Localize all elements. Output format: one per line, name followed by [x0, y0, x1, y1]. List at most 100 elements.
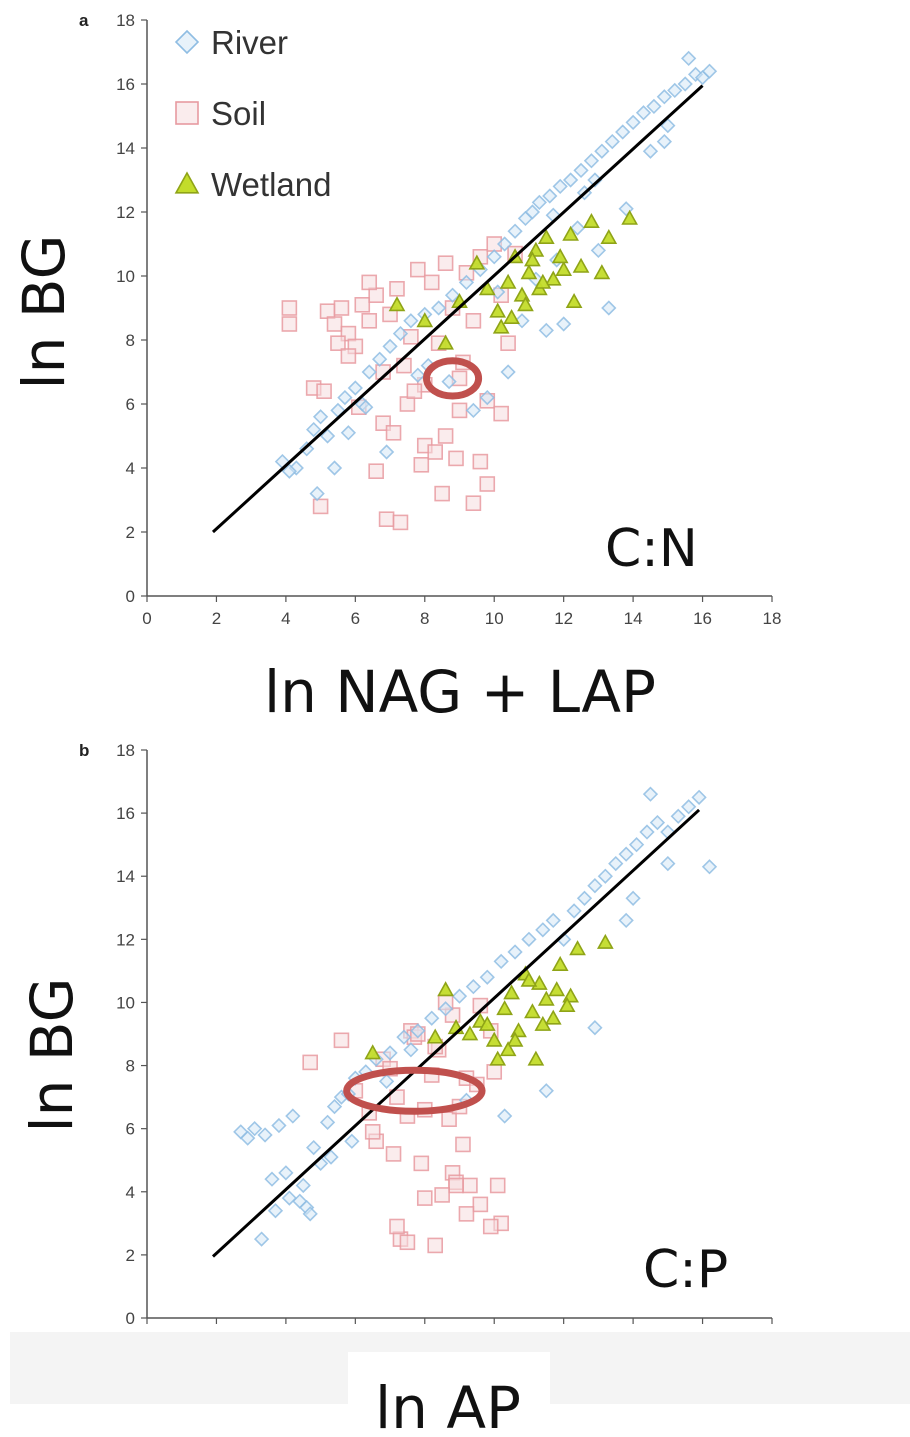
panel-a-soil-point [465, 312, 482, 329]
legend: River Soil Wetland [150, 8, 355, 233]
panel-a-soil-point [281, 300, 298, 316]
panel-b-river-point [479, 969, 495, 985]
panel-b-highlight [343, 1066, 486, 1115]
panel-b-river-point [403, 1042, 419, 1058]
panel-a-river-point [542, 188, 558, 204]
panel-b-river-point [608, 855, 624, 872]
panel-a-wetland-point [600, 228, 618, 244]
panel-a-river-point [667, 82, 683, 99]
panel-a-river-point [403, 313, 419, 329]
panel-a-letter: a [79, 11, 89, 30]
panel-a-x-tick-label: 4 [281, 609, 290, 628]
panel-a-river-point [500, 364, 516, 380]
panel-a-highlight [423, 357, 483, 400]
panel-a-x-tick-label: 14 [624, 609, 643, 628]
panel-a-river-point [601, 300, 617, 316]
panel-a-soil-point [448, 450, 464, 467]
panel-b-river-point [396, 1029, 412, 1045]
panel-a-points [274, 50, 718, 531]
legend-soil-marker [175, 101, 199, 125]
panel-a-soil-point [465, 495, 482, 512]
panel-a-x-axis-label: ln NAG + LAP [264, 658, 656, 726]
panel-a-soil-point [413, 456, 430, 473]
panel-b-river-point [271, 1117, 287, 1134]
panel-b-river-point [649, 814, 666, 831]
panel-a-soil-point [437, 428, 454, 444]
panel-a-soil-point [399, 396, 416, 412]
panel-b-river-point [253, 1231, 270, 1247]
panel-a-river-point [552, 178, 568, 195]
panel-b-river-point [538, 1083, 554, 1099]
panel-a-river-point [281, 463, 297, 479]
panel-b-soil-point [458, 1206, 475, 1222]
panel-a-wetland-point [524, 251, 541, 267]
panel-b-river-point [240, 1130, 256, 1146]
panel-a-soil-point [319, 303, 336, 320]
panel-b-letter: b [79, 741, 89, 760]
panel-a-river-point [594, 143, 610, 159]
panel-a-river-point [410, 367, 426, 383]
panel-a-soil-point [340, 348, 357, 364]
chart-panel-a: a 0 2 4 6 8 10 12 14 16 18 0 2 4 6 8 10 12 14 16 18 River So… [10, 8, 781, 726]
panel-a-y-tick-label: 4 [126, 459, 135, 478]
panel-a-x-tick-label: 6 [351, 609, 360, 628]
panel-a-y-axis-label: ln BG [10, 234, 78, 389]
panel-a-soil-point [361, 312, 378, 329]
panel-b-river-point [493, 953, 509, 970]
panel-a-river-point [458, 274, 475, 291]
panel-a-river-point [361, 364, 377, 380]
panel-a-river-point [392, 325, 409, 342]
panel-b-wetland-point [544, 1009, 562, 1025]
panel-a-soil-point [361, 274, 378, 291]
panel-b-y-tick-label: 0 [126, 1309, 135, 1328]
panel-b-wetland-point [461, 1025, 479, 1041]
panel-b-soil-point [389, 1218, 405, 1235]
panel-b-river-point [660, 824, 676, 840]
panel-a-wetland-point [562, 225, 579, 241]
panel-b-x-label-box [348, 1352, 550, 1437]
panel-b-y-tick-label: 12 [116, 930, 135, 949]
panel-a-river-point [569, 220, 586, 236]
panel-b-soil-point [489, 1177, 506, 1194]
panel-a-river-point [514, 313, 530, 329]
panel-b-regression-line [211, 808, 701, 1258]
panel-b-wetland-point [527, 1050, 545, 1066]
panel-b-x-axis-label: ln AP [375, 1374, 521, 1437]
panel-a-river-point [319, 428, 336, 444]
panel-b-y-tick-label: 14 [116, 867, 135, 886]
panel-a-wetland-point [565, 292, 583, 309]
panel-a-river-point [347, 380, 363, 396]
panel-b-soil-point [448, 1177, 464, 1194]
panel-a-regression-line [211, 84, 704, 534]
panel-b-wetland-point [496, 1000, 513, 1016]
panel-a-soil-point [427, 444, 443, 460]
panel-a-river-point [326, 460, 343, 476]
panel-a-y-tick-label: 16 [116, 75, 135, 94]
panel-b-river-point [660, 855, 676, 872]
panel-b-soil-point [413, 1155, 430, 1172]
panel-a-river-point [656, 89, 672, 105]
panel-b-river-point [639, 824, 655, 840]
panel-b-river-point [382, 1045, 398, 1061]
panel-b-river-point [587, 878, 603, 894]
panel-a-soil-point [385, 424, 402, 441]
panel-b-river-point [281, 1190, 297, 1206]
panel-a-river-point [479, 389, 495, 406]
panel-a-river-point [635, 105, 652, 121]
panel-a-wetland-point [499, 273, 517, 289]
panel-a-wetland-point [583, 212, 600, 228]
panel-b-soil-point [427, 1237, 443, 1254]
panel-a-soil-point [312, 498, 329, 515]
legend-river-marker [174, 29, 200, 55]
panel-a-soil-point [493, 405, 509, 422]
panel-b-river-point [701, 859, 718, 875]
panel-a-river-point [701, 63, 718, 79]
panel-a-wetland-point [537, 228, 555, 244]
panel-a-wetland-point [388, 296, 406, 312]
panel-a-river-point [312, 409, 329, 425]
panel-a-river-point [486, 249, 502, 265]
panel-a-river-point [660, 117, 676, 134]
panel-b-river-point [628, 837, 645, 853]
panel-b-river-point [344, 1133, 360, 1149]
panel-b-soil-point [416, 1190, 433, 1206]
